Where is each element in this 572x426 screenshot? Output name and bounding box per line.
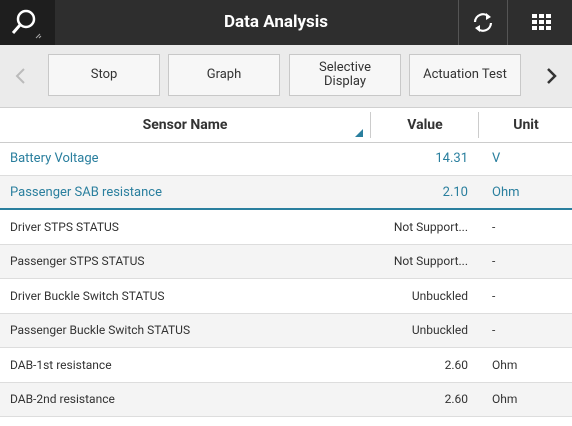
refresh-button[interactable]	[458, 0, 507, 45]
sensor-value: 2.60	[444, 392, 468, 407]
table-row[interactable]: DAB-1st resistance 2.60 Ohm	[0, 348, 572, 383]
table-header: Sensor Name Value Unit	[0, 108, 572, 143]
column-header[interactable]: Unit	[478, 112, 572, 138]
selective-display-button[interactable]: Selective Display	[289, 54, 401, 96]
page-title: Data Analysis	[223, 12, 329, 32]
table-row[interactable]: Driver STPS STATUS Not Support... -	[0, 210, 572, 245]
sensor-name: DAB-2nd resistance	[10, 392, 115, 407]
grid-icon	[532, 14, 551, 30]
refresh-icon	[473, 13, 493, 32]
graph-button[interactable]: Graph	[168, 54, 280, 96]
sort-indicator	[355, 129, 363, 137]
column-header[interactable]: Sensor Name	[142, 117, 228, 133]
sensor-value: Unbuckled	[411, 288, 468, 303]
sensor-name: Driver STPS STATUS	[10, 219, 119, 234]
table-row[interactable]: Passenger STPS STATUS Not Support... -	[0, 244, 572, 279]
toolbar: Stop Graph Selective Display Actuation T…	[0, 45, 572, 108]
sensor-value: Not Support...	[393, 254, 468, 269]
sensor-value: 14.31	[435, 151, 468, 166]
sensor-name: Driver Buckle Switch STATUS	[10, 288, 165, 303]
sensor-unit: -	[492, 254, 496, 269]
search-icon	[11, 9, 42, 39]
sensor-name: Battery Voltage	[10, 151, 99, 166]
sensor-value: Not Support...	[393, 219, 468, 234]
sensor-unit: V	[492, 151, 501, 166]
sensor-unit: Ohm	[492, 184, 520, 200]
sensor-value: 2.60	[444, 357, 468, 372]
table-row[interactable]: Driver Buckle Switch STATUS Unbuckled -	[0, 279, 572, 314]
sensor-unit: Ohm	[492, 357, 518, 372]
actuation-test-button[interactable]: Actuation Test	[409, 54, 521, 96]
column-header[interactable]: Value	[370, 112, 479, 138]
sensor-name: Passenger SAB resistance	[10, 184, 163, 200]
sensor-unit: -	[492, 323, 496, 338]
sensor-unit: -	[492, 288, 496, 303]
table-row[interactable]: Passenger SAB resistance 2.10 Ohm	[0, 176, 572, 210]
search-button[interactable]	[0, 0, 55, 45]
sensor-value: 2.10	[442, 184, 468, 200]
table-row[interactable]: DAB-2nd resistance 2.60 Ohm	[0, 382, 572, 417]
sensor-value: Unbuckled	[411, 323, 468, 338]
sensor-name: Passenger STPS STATUS	[10, 254, 145, 269]
sensor-unit: Ohm	[492, 392, 518, 407]
scroll-left[interactable]	[0, 45, 40, 107]
top-bar: Data Analysis	[0, 0, 572, 45]
table-row[interactable]: Passenger Buckle Switch STATUS Unbuckled -	[0, 313, 572, 348]
menu-button[interactable]	[507, 0, 572, 45]
stop-button[interactable]: Stop	[48, 54, 160, 96]
sensor-name: Passenger Buckle Switch STATUS	[10, 323, 191, 338]
sensor-name: DAB-1st resistance	[10, 357, 112, 372]
sensor-unit: -	[492, 219, 496, 234]
scroll-right[interactable]	[530, 45, 572, 107]
table-row[interactable]: Battery Voltage 14.31 V	[0, 142, 572, 176]
